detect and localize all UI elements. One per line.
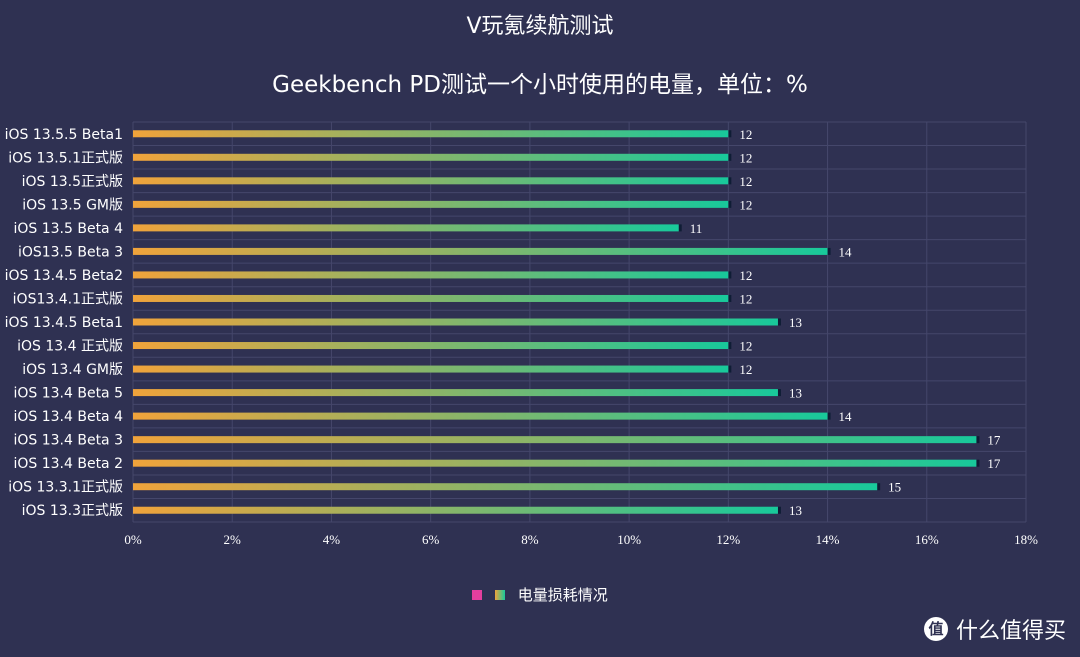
x-axis-tick-label: 0%	[124, 532, 142, 547]
y-axis-category-label: iOS 13.4 GM版	[22, 362, 123, 378]
bar	[133, 342, 729, 350]
bar	[133, 459, 977, 467]
bar-value-label: 15	[888, 480, 901, 495]
y-axis-category-label: iOS 13.5 Beta 4	[13, 221, 123, 237]
watermark: 值 什么值得买	[923, 613, 1066, 645]
bar-value-label: 13	[789, 315, 802, 330]
bar	[133, 130, 729, 138]
x-axis-tick-label: 16%	[915, 532, 939, 547]
bar	[133, 271, 729, 279]
bar-cap	[728, 130, 732, 138]
x-axis-tick-label: 2%	[224, 532, 242, 547]
bar-cap	[678, 224, 682, 232]
bar-cap	[976, 436, 980, 444]
bar	[133, 389, 778, 397]
legend-swatch-pink	[472, 589, 483, 600]
y-axis-category-label: iOS 13.4.5 Beta2	[5, 268, 123, 284]
x-axis-tick-label: 12%	[716, 532, 740, 547]
bar	[133, 294, 729, 302]
bar-value-label: 13	[789, 503, 802, 518]
bar	[133, 483, 878, 491]
bar-cap	[728, 271, 732, 279]
bar-cap	[728, 200, 732, 208]
x-axis-tick-label: 10%	[617, 532, 641, 547]
chart-subtitle: Geekbench PD测试一个小时使用的电量，单位：%	[272, 72, 808, 98]
bar	[133, 177, 729, 185]
bar-cap	[728, 177, 732, 185]
x-axis-tick-label: 18%	[1014, 532, 1038, 547]
y-axis-category-label: iOS 13.4 Beta 3	[13, 433, 123, 449]
y-axis-category-label: iOS 13.4 Beta 4	[13, 409, 123, 425]
y-axis-category-label: iOS 13.4 Beta 2	[13, 456, 123, 472]
bar-value-label: 17	[987, 433, 1001, 448]
bar	[133, 436, 977, 444]
bar	[133, 224, 679, 232]
bar-value-label: 12	[739, 339, 752, 354]
bar-cap	[827, 412, 831, 420]
bar	[133, 153, 729, 161]
bar-cap	[728, 153, 732, 161]
bar-value-label: 12	[739, 291, 752, 306]
bar-value-label: 14	[839, 244, 853, 259]
x-axis-tick-label: 6%	[422, 532, 440, 547]
bar	[133, 365, 729, 373]
bar-value-label: 12	[739, 362, 752, 377]
x-axis-tick-label: 4%	[323, 532, 341, 547]
bar-value-label: 14	[839, 409, 853, 424]
bar-value-label: 17	[987, 456, 1001, 471]
bar-value-label: 12	[739, 268, 752, 283]
y-axis-category-label: iOS 13.4 Beta 5	[13, 386, 123, 402]
bar-value-label: 11	[690, 221, 703, 236]
y-axis-category-label: iOS 13.5 GM版	[22, 197, 123, 213]
y-axis-category-label: iOS 13.4 正式版	[17, 339, 123, 355]
bar-cap	[728, 294, 732, 302]
y-axis-category-label: iOS 13.3.1正式版	[8, 480, 123, 496]
bar-value-label: 12	[739, 150, 752, 165]
x-axis-tick-label: 8%	[521, 532, 539, 547]
bar-cap	[728, 365, 732, 373]
y-axis-category-label: iOS 13.5正式版	[22, 174, 123, 190]
y-axis-category-label: iOS 13.5.5 Beta1	[5, 127, 123, 143]
watermark-icon: 值	[923, 617, 948, 641]
legend-label: 电量损耗情况	[517, 586, 608, 604]
y-axis-category-label: iOS 13.3正式版	[22, 503, 123, 519]
y-axis-category-label: iOS 13.5.1正式版	[8, 150, 123, 166]
bar-value-label: 12	[739, 174, 752, 189]
bar-cap	[777, 389, 781, 397]
watermark-text: 什么值得买	[955, 619, 1066, 644]
bar-cap	[777, 318, 781, 326]
bar	[133, 506, 778, 514]
y-axis-category-label: iOS13.5 Beta 3	[18, 244, 123, 260]
chart-legend: 电量损耗情况	[0, 584, 1080, 605]
bar	[133, 200, 729, 208]
bar-cap	[777, 506, 781, 514]
bar-cap	[728, 342, 732, 350]
y-axis-category-label: iOS 13.4.5 Beta1	[5, 315, 123, 331]
bar	[133, 247, 828, 255]
x-axis-tick-label: 14%	[816, 532, 840, 547]
bar-value-label: 12	[739, 197, 752, 212]
bar-cap	[827, 247, 831, 255]
bar-cap	[976, 459, 980, 467]
legend-swatch-green	[494, 589, 505, 600]
bar	[133, 412, 828, 420]
bar-cap	[877, 483, 881, 491]
bar-value-label: 12	[739, 127, 752, 142]
y-axis-category-label: iOS13.4.1正式版	[13, 291, 123, 307]
bar-value-label: 13	[789, 386, 802, 401]
chart-title: V玩氪续航测试	[466, 14, 614, 39]
bar	[133, 318, 778, 326]
